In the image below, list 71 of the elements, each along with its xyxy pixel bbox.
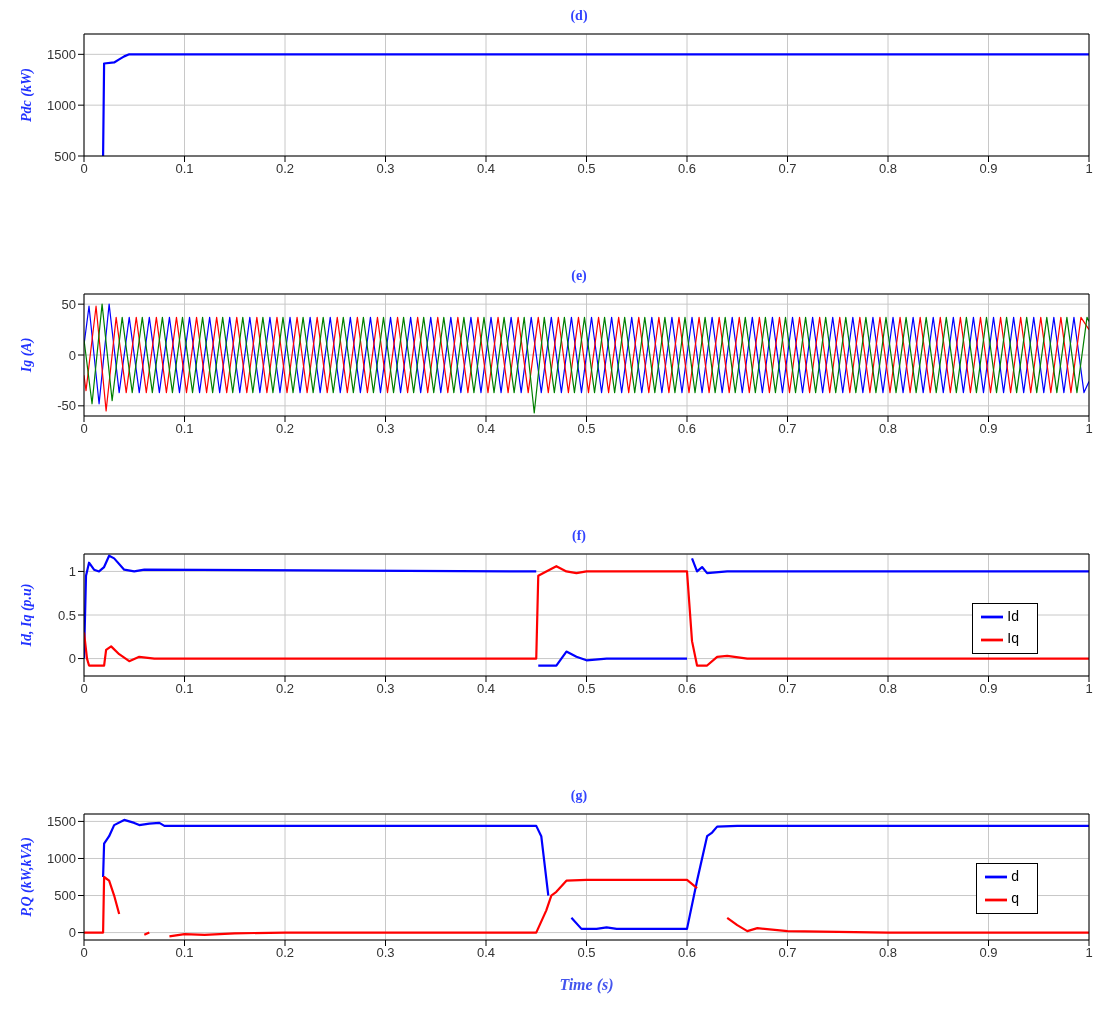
- y-tick-label: 0: [68, 925, 76, 941]
- chart-title: (g): [569, 788, 589, 805]
- y-axis-title: Id, Iq (p.u): [18, 583, 35, 648]
- x-tick-label: 0.4: [476, 161, 496, 177]
- x-tick-label: 0.3: [376, 945, 395, 961]
- x-tick-label: 0.6: [677, 421, 697, 437]
- x-tick-label: 0.8: [878, 945, 898, 961]
- x-tick-label: 0.4: [476, 945, 496, 961]
- x-tick-label: 0.3: [376, 161, 395, 177]
- chart-title: (d): [569, 8, 589, 25]
- x-tick-label: 0: [80, 681, 88, 697]
- x-tick-label: 0: [80, 945, 88, 961]
- y-axis-title: P,Q (kW,kVA): [18, 837, 35, 917]
- x-tick-label: 0.2: [275, 681, 295, 697]
- x-tick-label: 0.1: [175, 161, 194, 177]
- y-tick-label: 1000: [47, 97, 76, 113]
- y-tick-label: 500: [54, 888, 76, 904]
- x-tick-label: 0.7: [778, 161, 797, 177]
- line-series: [102, 53, 1089, 156]
- legend-label: d: [1011, 868, 1019, 884]
- x-tick-label: 0.9: [979, 161, 998, 177]
- x-tick-label: 0.3: [376, 681, 395, 697]
- x-tick-label: 0.6: [677, 945, 697, 961]
- x-tick-label: 0.1: [175, 945, 194, 961]
- x-tick-label: 0.6: [677, 161, 697, 177]
- x-tick-label: 0.2: [275, 161, 295, 177]
- x-tick-label: 1: [1085, 681, 1093, 697]
- x-tick-label: 1: [1085, 945, 1093, 961]
- x-tick-label: 0.7: [778, 421, 797, 437]
- y-axis-title: Pdc (kW): [18, 67, 35, 123]
- y-tick-label: 1500: [47, 46, 76, 62]
- x-axis-title: Time (s): [559, 976, 614, 994]
- x-tick-label: 0: [80, 421, 88, 437]
- y-tick-label: 1500: [47, 814, 76, 830]
- x-tick-label: 0.8: [878, 421, 898, 437]
- y-tick-label: -50: [57, 398, 76, 414]
- x-tick-label: 0.3: [376, 421, 395, 437]
- x-tick-label: 0.6: [677, 681, 697, 697]
- x-tick-label: 0.4: [476, 681, 496, 697]
- legend-label: Iq: [1007, 630, 1019, 647]
- x-tick-label: 0.5: [577, 945, 596, 961]
- x-tick-label: 0.5: [577, 161, 596, 177]
- x-tick-label: 0.9: [979, 945, 998, 961]
- x-tick-label: 0: [80, 161, 88, 177]
- y-tick-label: 50: [61, 296, 76, 312]
- legend-label: q: [1011, 890, 1019, 907]
- y-tick-label: 1: [68, 564, 76, 580]
- x-tick-label: 0.2: [275, 421, 295, 437]
- x-tick-label: 0.9: [979, 421, 998, 437]
- x-tick-label: 0.9: [979, 681, 998, 697]
- x-tick-label: 0.5: [577, 421, 596, 437]
- y-tick-label: 0.5: [57, 607, 76, 623]
- x-tick-label: 0.1: [175, 681, 194, 697]
- chart-title: (e): [570, 268, 588, 285]
- y-tick-label: 1000: [47, 851, 76, 867]
- x-tick-label: 0.8: [878, 161, 898, 177]
- x-tick-label: 0.5: [577, 681, 596, 697]
- x-tick-label: 1: [1085, 161, 1093, 177]
- x-tick-label: 0.2: [275, 945, 295, 961]
- y-tick-label: 0: [68, 347, 76, 363]
- x-tick-label: 0.1: [175, 421, 194, 437]
- legend-label: Id: [1007, 608, 1019, 624]
- y-tick-label: 0: [68, 651, 76, 667]
- x-tick-label: 0.7: [778, 945, 797, 961]
- y-axis-title: Ig (A): [18, 337, 35, 374]
- x-tick-label: 0.4: [476, 421, 496, 437]
- chart-title: (f): [571, 528, 587, 545]
- x-tick-label: 0.7: [778, 681, 797, 697]
- y-tick-label: 500: [54, 148, 76, 164]
- x-tick-label: 1: [1085, 421, 1093, 437]
- x-tick-label: 0.8: [878, 681, 898, 697]
